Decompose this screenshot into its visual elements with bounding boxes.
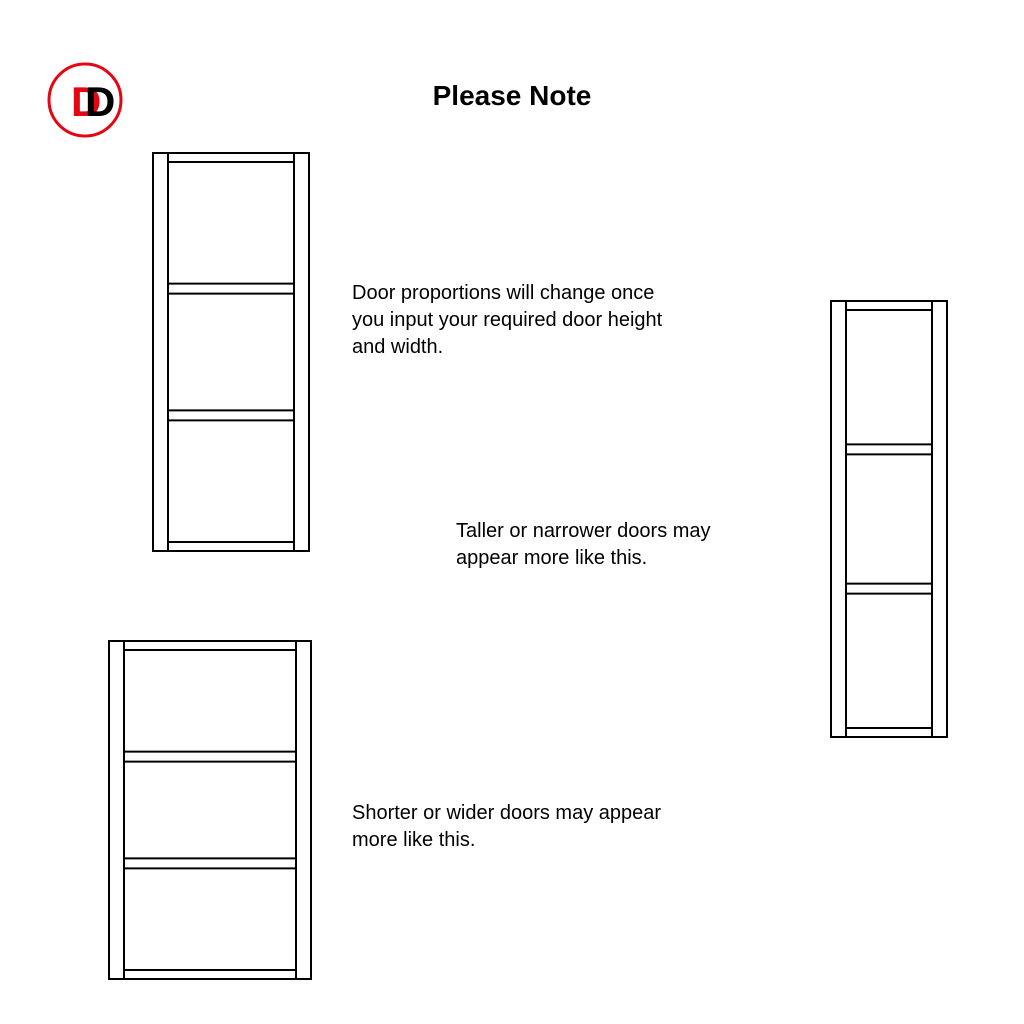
caption-taller: Taller or narrower doors may appear more…: [456, 518, 776, 572]
caption-shorter: Shorter or wider doors may appear more l…: [352, 800, 692, 854]
door-diagram-taller: [830, 300, 948, 738]
caption-main: Door proportions will change once you in…: [352, 280, 672, 361]
door-diagram-main: [152, 152, 310, 552]
page-title: Please Note: [0, 80, 1024, 112]
door-diagram-shorter: [108, 640, 312, 980]
